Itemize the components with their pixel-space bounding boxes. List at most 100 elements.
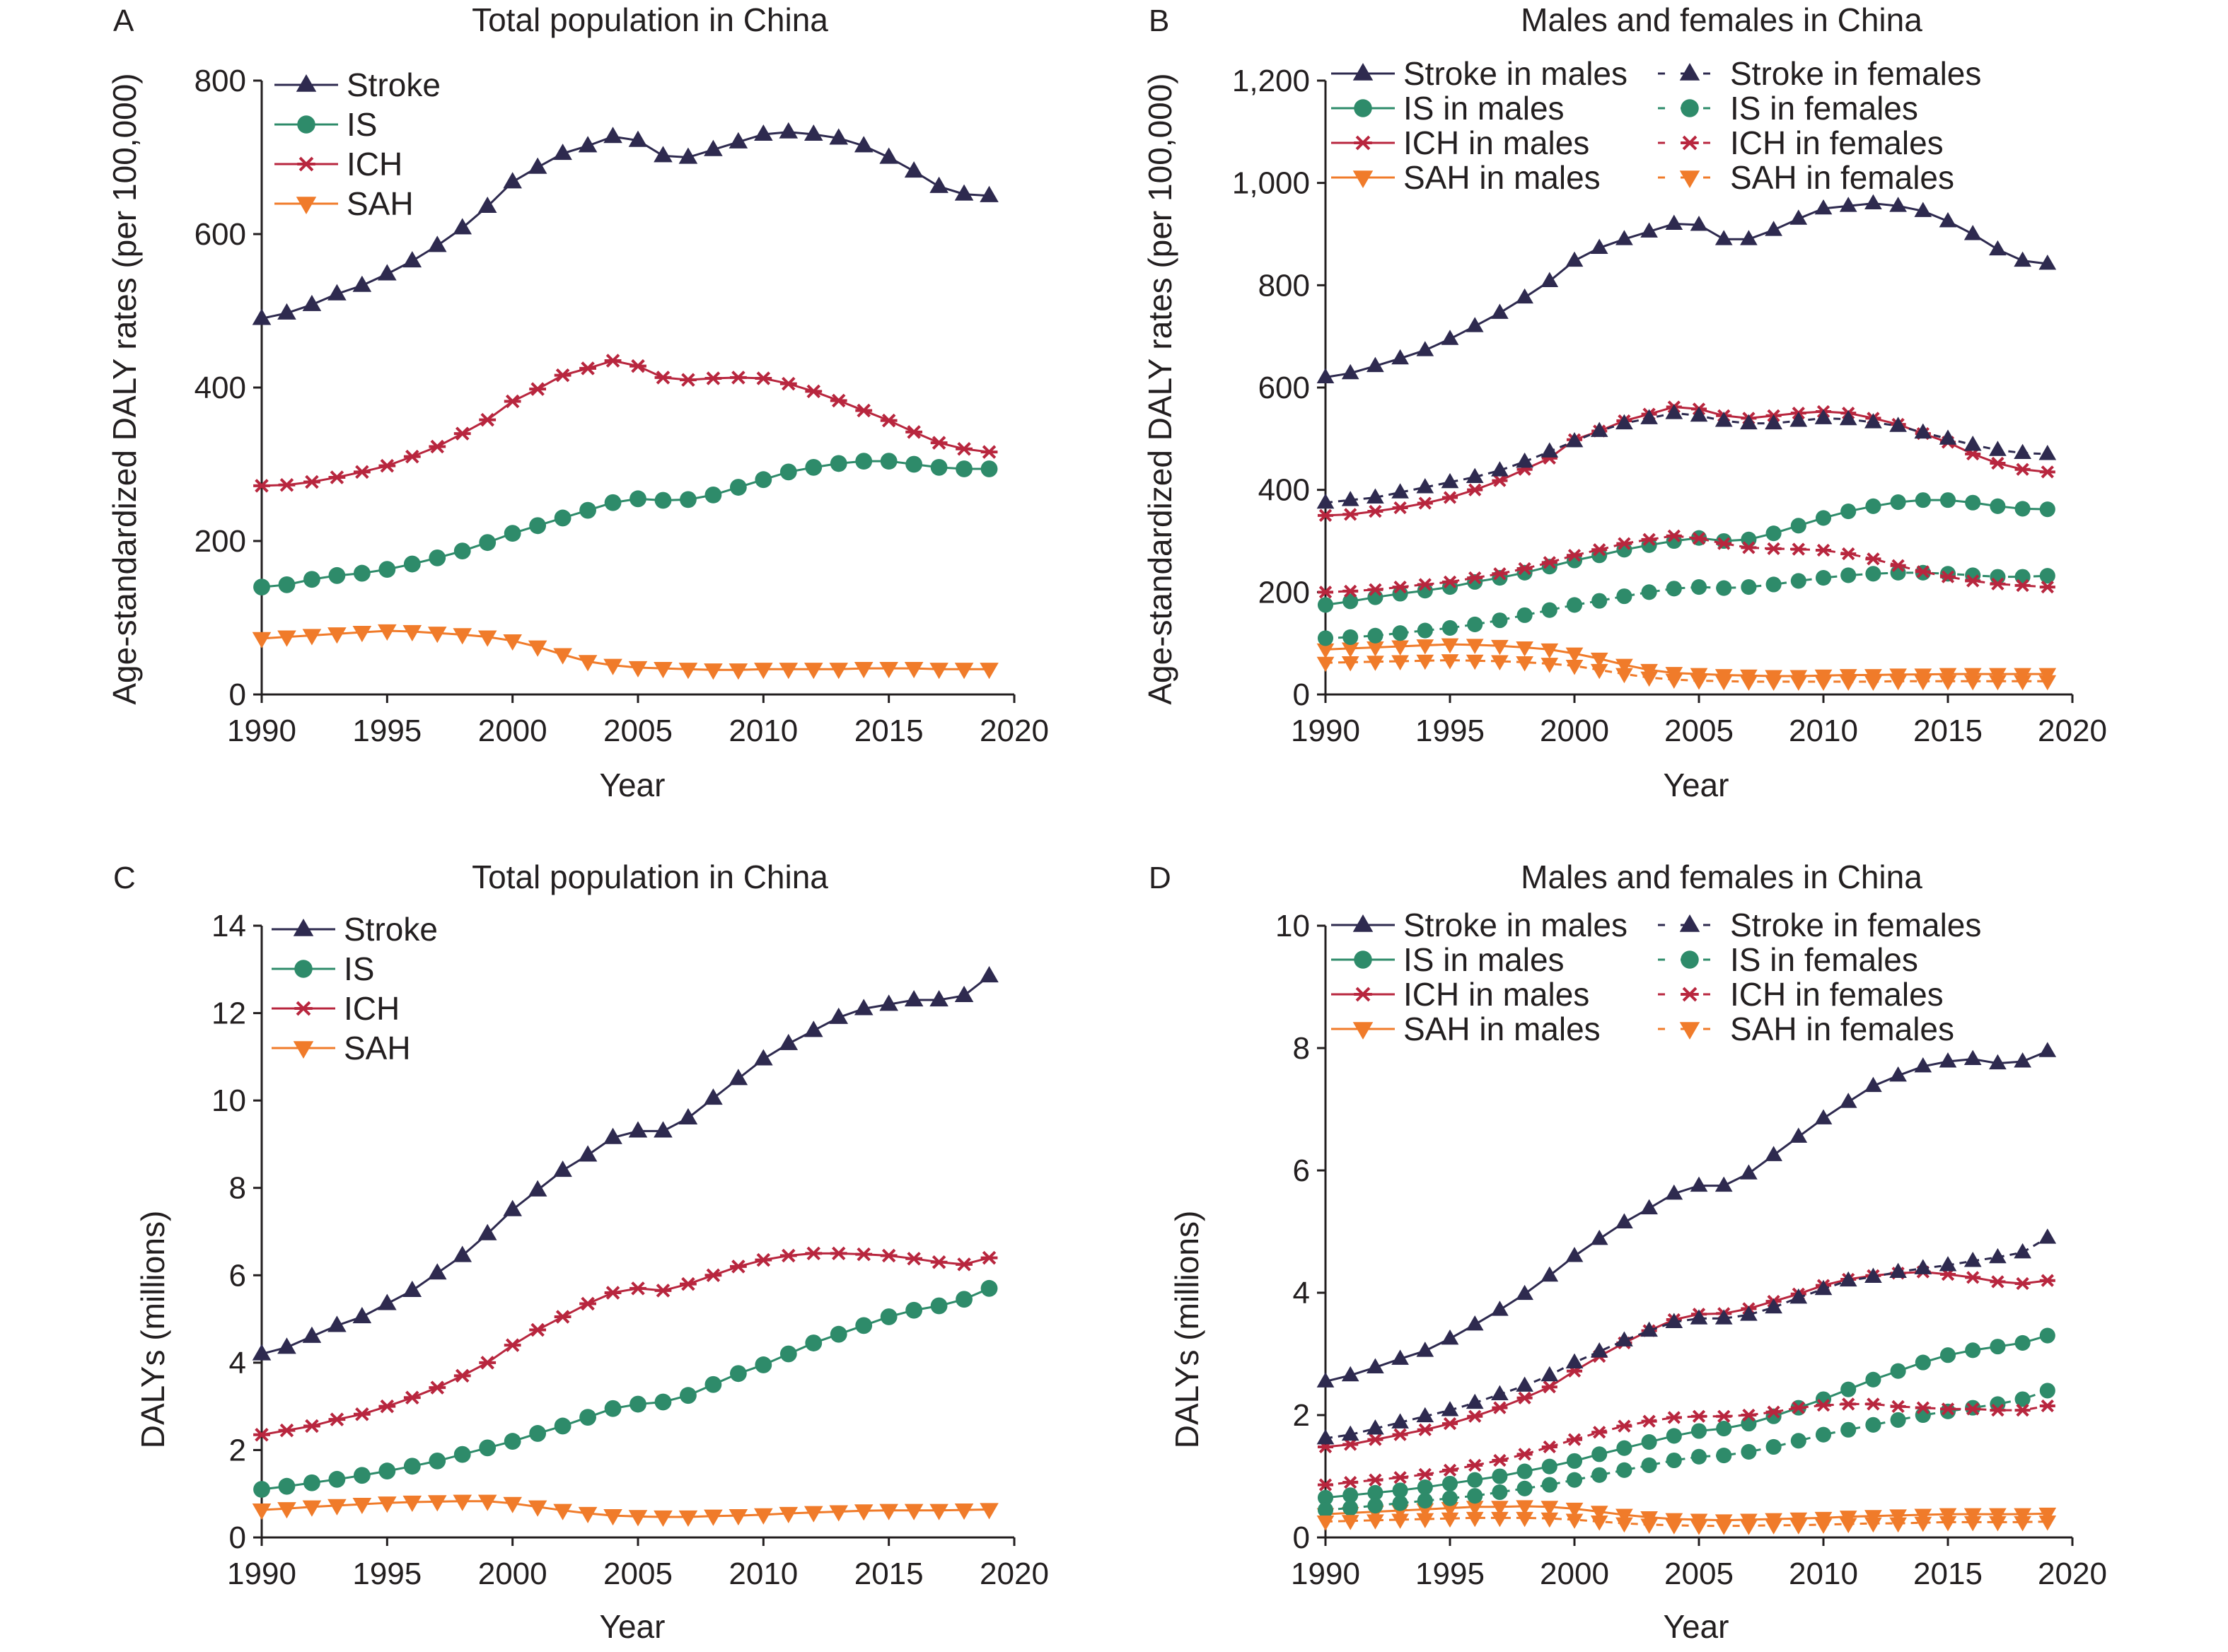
data-point xyxy=(2039,1383,2055,1399)
data-point xyxy=(1640,671,1658,687)
data-point xyxy=(278,1423,296,1438)
data-point xyxy=(1391,349,1409,365)
data-point xyxy=(1342,1500,1359,1516)
data-point xyxy=(854,1504,874,1521)
legend-label: IS xyxy=(347,106,377,143)
data-point xyxy=(1367,1514,1384,1530)
legend-item: Stroke in males xyxy=(1331,907,1628,943)
data-point xyxy=(1615,1213,1633,1228)
data-point xyxy=(980,1279,998,1297)
data-point xyxy=(880,413,898,428)
data-point xyxy=(905,425,923,439)
data-point xyxy=(2014,1516,2031,1532)
y-tick-label: 400 xyxy=(1258,473,1310,508)
data-point xyxy=(427,1495,447,1512)
data-point xyxy=(1790,573,1806,589)
data-point xyxy=(1889,197,1907,212)
y-tick-label: 600 xyxy=(195,217,246,252)
data-point xyxy=(1316,656,1335,673)
y-tick-label: 0 xyxy=(1293,1520,1310,1555)
data-point xyxy=(1889,1517,1907,1533)
data-point xyxy=(1416,654,1434,670)
data-point xyxy=(252,308,272,325)
series-is xyxy=(1317,492,2055,613)
data-point xyxy=(1963,1252,1982,1267)
x-tick-label: 2020 xyxy=(980,1557,1049,1591)
legend-item: SAH xyxy=(272,1030,411,1066)
legend-item: IS in males xyxy=(1331,941,1565,978)
data-point xyxy=(1814,199,1833,215)
data-point xyxy=(1939,1052,1957,1068)
data-point xyxy=(1516,1376,1533,1392)
panel-c-plot: 0 2 4 6 8 10 12 14 1990 1995 2000 2005 2010 2015 2020 S… xyxy=(211,909,1049,1591)
data-point xyxy=(1789,675,1808,691)
data-point xyxy=(1316,493,1335,509)
data-point xyxy=(779,1033,799,1050)
data-point xyxy=(704,1509,723,1526)
data-point xyxy=(1616,1440,1632,1456)
data-point xyxy=(402,1495,422,1512)
data-point xyxy=(1889,417,1907,432)
data-point xyxy=(729,1365,747,1383)
data-point xyxy=(855,1317,873,1334)
data-point xyxy=(1915,565,1931,578)
y-tick-label: 2 xyxy=(229,1433,246,1467)
data-point xyxy=(1990,577,2006,591)
data-point xyxy=(678,1510,698,1527)
data-point xyxy=(1790,1401,1806,1414)
data-point xyxy=(453,1446,471,1463)
data-point xyxy=(1914,675,1932,691)
y-tick-label: 8 xyxy=(229,1171,246,1206)
data-point xyxy=(1541,1366,1559,1382)
data-point xyxy=(1690,1520,1708,1535)
data-point xyxy=(830,1325,847,1343)
data-point xyxy=(1391,1413,1409,1429)
data-point xyxy=(2014,501,2031,517)
data-point xyxy=(529,1425,547,1442)
data-point xyxy=(1889,1509,1907,1525)
data-point xyxy=(1590,1342,1608,1358)
data-point xyxy=(453,1368,471,1383)
legend-marker xyxy=(1354,950,1372,969)
data-point xyxy=(879,147,898,164)
data-point xyxy=(754,663,773,680)
data-point xyxy=(553,1503,572,1520)
data-point xyxy=(553,144,572,161)
data-point xyxy=(1765,1298,1782,1314)
data-point xyxy=(830,1246,847,1261)
legend-marker xyxy=(1354,987,1372,1002)
data-point xyxy=(1641,1414,1657,1428)
data-point xyxy=(1615,668,1633,684)
legend-item: Stroke in females xyxy=(1658,55,1981,92)
data-point xyxy=(1814,1518,1833,1534)
data-point xyxy=(654,1393,672,1411)
data-point xyxy=(1815,543,1832,557)
data-point xyxy=(1516,1480,1533,1496)
data-point xyxy=(1615,230,1633,245)
data-point xyxy=(327,627,347,644)
x-tick-label: 2010 xyxy=(729,1557,798,1591)
series-line xyxy=(1325,499,2048,606)
data-point xyxy=(779,463,797,481)
data-point xyxy=(429,439,446,454)
data-point xyxy=(604,1286,622,1300)
data-point xyxy=(578,136,598,153)
data-point xyxy=(504,1433,521,1450)
data-point xyxy=(929,663,948,680)
data-point xyxy=(629,359,646,373)
data-point xyxy=(1392,580,1408,594)
data-point xyxy=(553,1161,572,1177)
data-point xyxy=(453,1245,472,1262)
data-point xyxy=(603,658,622,675)
data-point xyxy=(1590,1506,1608,1521)
data-point xyxy=(1590,1229,1608,1245)
legend-item: ICH in females xyxy=(1658,976,1944,1013)
data-point xyxy=(1865,552,1881,566)
data-point xyxy=(579,1409,596,1426)
y-tick-label: 4 xyxy=(229,1346,246,1380)
data-point xyxy=(1690,675,1708,690)
data-point xyxy=(1491,1501,1509,1516)
data-point xyxy=(1565,1247,1584,1262)
data-point xyxy=(2038,675,2057,691)
